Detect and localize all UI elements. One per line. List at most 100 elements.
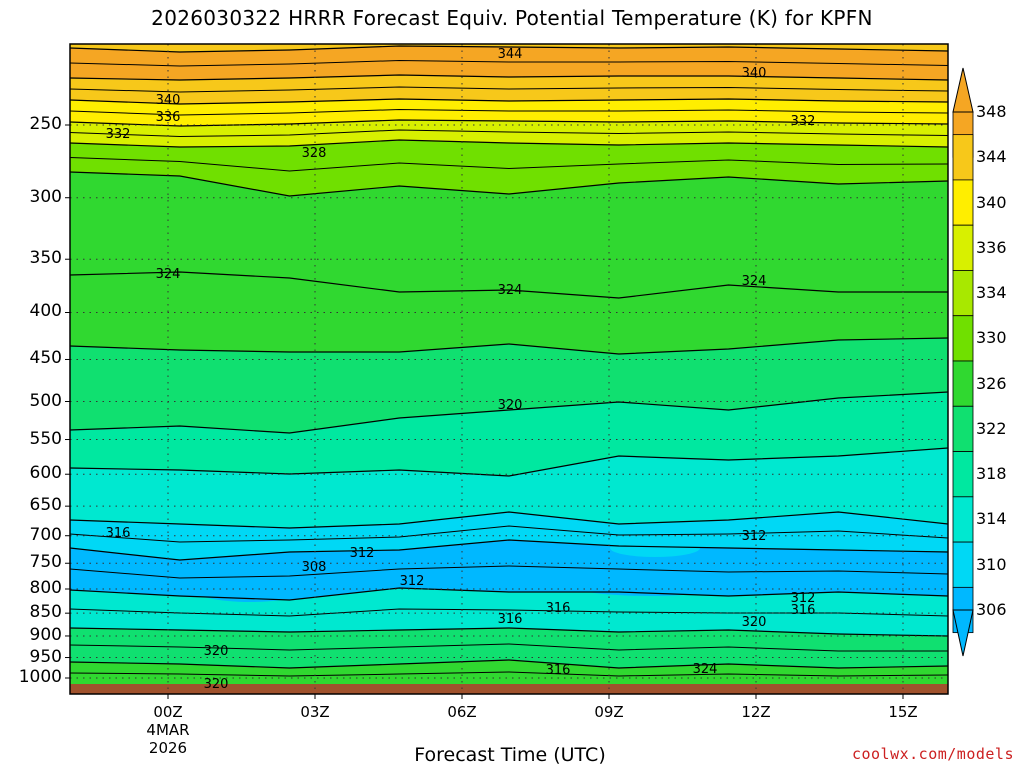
y-tick-label: 300	[29, 186, 62, 207]
contour-label: 320	[742, 615, 767, 630]
colorbar-tick-label: 336	[976, 237, 1007, 257]
colorbar-tick-label: 326	[976, 373, 1007, 393]
x-axis-label: Forecast Time (UTC)	[414, 744, 606, 766]
x-tick-label: 12Z	[741, 703, 771, 721]
colorbar-tick-label: 318	[976, 464, 1007, 484]
contour-line	[69, 271, 948, 299]
contour-line	[69, 627, 949, 637]
colorbar-swatch	[952, 315, 974, 362]
contour-line	[69, 391, 949, 434]
y-tick-label: 950	[29, 646, 62, 667]
y-tick-label: 350	[29, 248, 62, 269]
contour-line	[69, 337, 949, 355]
colorbar-tick-label: 314	[976, 509, 1007, 529]
contour-line	[69, 139, 949, 148]
contour-line	[69, 98, 949, 105]
colorbar-tick-label: 348	[976, 102, 1007, 121]
contour-label: 324	[498, 283, 523, 298]
contour-label: 324	[742, 274, 767, 289]
contour-label: 320	[498, 398, 523, 413]
contour-line	[69, 511, 949, 529]
contour-line	[69, 525, 949, 543]
contour-label: 340	[742, 66, 767, 81]
contour-label: 324	[156, 267, 181, 282]
contour-label: 332	[791, 114, 816, 129]
contour-line	[69, 86, 949, 93]
colorbar-tick-label: 322	[976, 418, 1007, 438]
colorbar-swatch	[952, 179, 974, 226]
contour-label: 312	[350, 546, 375, 561]
x-tick-label: 15Z	[888, 703, 918, 721]
x-tick-label: 03Z	[300, 703, 330, 721]
contour-label: 316	[106, 526, 131, 541]
y-tick-label: 900	[29, 624, 62, 645]
contour-label: 332	[106, 127, 131, 142]
contour-label: 328	[302, 146, 327, 161]
colorbar-arrow-bottom	[952, 609, 974, 657]
y-tick-label: 600	[29, 463, 62, 484]
colorbar-swatch	[952, 360, 974, 407]
colorbar-tick-label: 344	[976, 147, 1007, 167]
contour-band	[70, 46, 948, 80]
colorbar-swatch	[952, 134, 974, 181]
cold-pocket	[190, 574, 310, 602]
y-tick-label: 850	[29, 602, 62, 623]
contour-line	[69, 74, 949, 81]
x-tick-label: 00Z	[153, 703, 183, 721]
contour-band	[70, 172, 948, 298]
plot-frame	[69, 43, 949, 695]
contour-label: 308	[302, 560, 327, 575]
credit-link[interactable]: coolwx.com/models	[851, 745, 1014, 763]
x-tick-label: 09Z	[594, 703, 624, 721]
contour-band	[70, 338, 948, 433]
contour-band	[70, 272, 948, 354]
contour-label: 312	[791, 591, 816, 606]
contour-label: 344	[498, 47, 523, 62]
colorbar-arrow-top	[952, 67, 974, 113]
y-tick-label: 550	[29, 428, 62, 449]
contour-band	[70, 120, 948, 147]
contour-label: 336	[156, 110, 181, 125]
contour-line	[69, 587, 949, 601]
contour-line	[69, 671, 949, 677]
contour-line	[69, 108, 949, 116]
contour-band	[70, 448, 948, 528]
x-tick-sublabel: 2026	[148, 739, 188, 757]
contour-band	[70, 392, 948, 476]
colorbar-tick-label: 330	[976, 328, 1007, 348]
contour-label: 324	[693, 662, 718, 677]
contour-label: 312	[742, 529, 767, 544]
y-tick-label: 700	[29, 524, 62, 545]
y-tick-label: 250	[29, 114, 62, 134]
colorbar-tick-label: 306	[976, 600, 1007, 619]
colorbar-swatch	[952, 451, 974, 498]
x-tick-sublabel: 4MAR	[146, 721, 190, 739]
y-tick-label: 800	[29, 577, 62, 598]
contour-line	[69, 157, 949, 172]
contour-line	[69, 119, 949, 127]
colorbar-tick-label: 334	[976, 283, 1007, 303]
cold-pocket	[610, 539, 700, 557]
y-tick-label: 750	[29, 552, 62, 573]
colorbar-swatch	[952, 541, 974, 588]
colorbar-tick-label: 310	[976, 554, 1007, 574]
contour-line	[69, 45, 949, 53]
contour-label: 316	[546, 663, 571, 678]
contour-line	[69, 129, 949, 138]
contour-label: 312	[400, 574, 425, 589]
contour-label: 320	[204, 644, 229, 659]
colorbar-swatch	[952, 496, 974, 543]
contour-label: 316	[546, 601, 571, 616]
surface-fill	[70, 684, 948, 694]
contour-band	[70, 628, 948, 668]
contour-line	[69, 59, 949, 67]
contour-line	[69, 565, 949, 579]
colorbar-swatch	[952, 224, 974, 271]
y-tick-label: 650	[29, 495, 62, 516]
x-tick-label: 06Z	[447, 703, 477, 721]
contour-label: 316	[498, 612, 523, 627]
y-tick-label: 500	[29, 390, 62, 411]
colorbar-tick-label: 340	[976, 192, 1007, 212]
chart-title: 2026030322 HRRR Forecast Equiv. Potentia…	[151, 6, 873, 30]
